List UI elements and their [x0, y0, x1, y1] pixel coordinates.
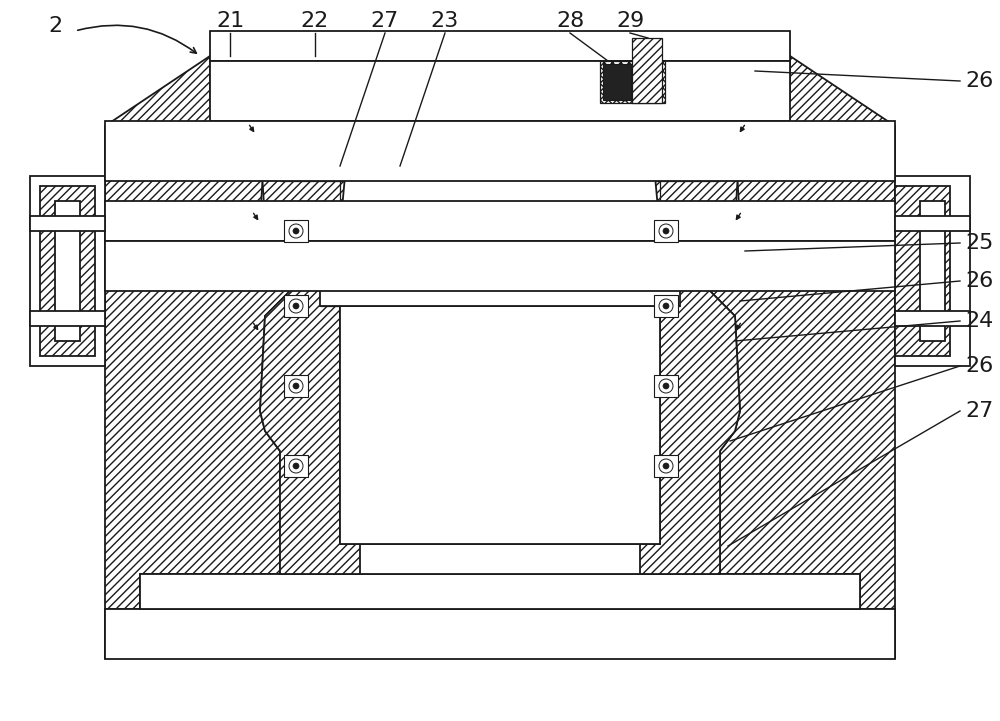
- Bar: [40, 186, 95, 356]
- Text: 2: 2: [48, 16, 62, 36]
- Text: 29: 29: [616, 11, 644, 31]
- Polygon shape: [640, 121, 740, 574]
- Circle shape: [293, 463, 299, 469]
- Bar: [340, 544, 660, 574]
- Circle shape: [659, 379, 673, 393]
- Bar: [210, 61, 790, 121]
- Bar: [654, 220, 678, 242]
- Bar: [30, 311, 105, 326]
- Bar: [654, 375, 678, 397]
- Bar: [895, 311, 970, 326]
- Bar: [140, 574, 860, 609]
- Text: 27: 27: [965, 401, 993, 421]
- Bar: [654, 295, 678, 317]
- Bar: [632, 38, 662, 103]
- Bar: [284, 455, 308, 477]
- Bar: [284, 220, 308, 242]
- Bar: [284, 375, 308, 397]
- Text: 28: 28: [556, 11, 584, 31]
- Bar: [895, 186, 950, 356]
- Bar: [105, 241, 895, 291]
- Bar: [105, 121, 895, 181]
- Circle shape: [289, 459, 303, 473]
- Bar: [210, 31, 790, 61]
- Circle shape: [663, 383, 669, 389]
- Circle shape: [289, 299, 303, 313]
- Circle shape: [663, 228, 669, 234]
- Circle shape: [293, 228, 299, 234]
- Circle shape: [293, 383, 299, 389]
- Bar: [30, 216, 105, 231]
- Circle shape: [663, 463, 669, 469]
- Circle shape: [659, 299, 673, 313]
- Bar: [365, 316, 635, 526]
- Bar: [920, 201, 945, 341]
- Bar: [55, 201, 80, 341]
- Polygon shape: [210, 56, 280, 101]
- Text: 26: 26: [965, 271, 993, 291]
- Bar: [600, 61, 665, 103]
- Circle shape: [659, 459, 673, 473]
- Text: 22: 22: [301, 11, 329, 31]
- Bar: [284, 295, 308, 317]
- Bar: [105, 201, 895, 241]
- Bar: [320, 231, 680, 306]
- Bar: [895, 176, 970, 366]
- Bar: [895, 216, 970, 231]
- Text: 24: 24: [965, 311, 993, 331]
- Bar: [340, 306, 660, 544]
- Text: 25: 25: [965, 233, 993, 253]
- Polygon shape: [720, 56, 790, 101]
- Polygon shape: [260, 121, 360, 574]
- Bar: [654, 455, 678, 477]
- Text: 23: 23: [431, 11, 459, 31]
- Bar: [603, 64, 631, 100]
- Polygon shape: [105, 56, 295, 659]
- Circle shape: [663, 303, 669, 309]
- Circle shape: [289, 379, 303, 393]
- Bar: [105, 609, 895, 659]
- Bar: [30, 176, 105, 366]
- Text: 26: 26: [965, 71, 993, 91]
- Circle shape: [659, 224, 673, 238]
- Text: 26: 26: [965, 356, 993, 376]
- Polygon shape: [705, 56, 895, 659]
- Text: 21: 21: [216, 11, 244, 31]
- Circle shape: [289, 224, 303, 238]
- Circle shape: [293, 303, 299, 309]
- Text: 27: 27: [371, 11, 399, 31]
